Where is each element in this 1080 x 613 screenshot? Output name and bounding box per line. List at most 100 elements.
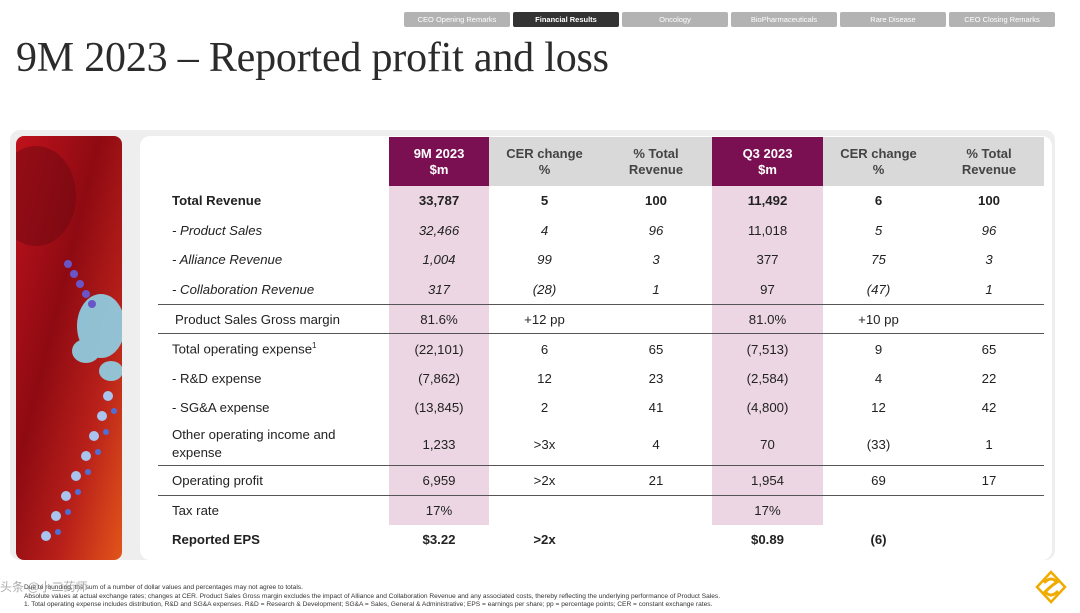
cell-pct-9m: 100: [644, 193, 667, 209]
cell-cer-q3: +10 pp: [823, 303, 934, 334]
table-row: - R&D expense (7,862) 12 23 (2,584) 4 22: [158, 363, 1044, 394]
table-row: - Product Sales 32,466 4 96 11,018 5 96: [158, 215, 1044, 246]
row-label: Tax rate: [158, 494, 389, 525]
header-q3-2023: Q3 2023 $m: [712, 137, 823, 186]
header-cer-change-q3: CER change%: [823, 137, 934, 186]
cell-9m: $3.22: [422, 532, 456, 548]
row-label: - Alliance Revenue: [172, 252, 283, 268]
row-label: Total Revenue: [172, 193, 262, 209]
cell-pct-9m: 65: [600, 333, 712, 364]
table-row: Tax rate 17% 17%: [158, 494, 1044, 525]
cell-9m: 6,959: [389, 465, 489, 496]
cell-q3: 70: [712, 422, 823, 466]
tab-ceo-opening-remarks[interactable]: CEO Opening Remarks: [404, 12, 510, 27]
row-label: - R&D expense: [172, 370, 262, 386]
tab-financial-results[interactable]: Financial Results: [513, 12, 619, 27]
cell-cer-9m: 5: [540, 193, 549, 209]
header-blank: [158, 137, 389, 186]
tab-ceo-closing-remarks[interactable]: CEO Closing Remarks: [949, 12, 1055, 27]
cell-cer-9m: +12 pp: [489, 303, 600, 334]
cell-pct-q3: [934, 494, 1044, 525]
header-cer-change-9m: CER change%: [489, 137, 600, 186]
cell-cer-9m: 99: [537, 252, 552, 268]
cell-cer-9m: >2x: [533, 532, 556, 548]
astrazeneca-logo-icon: [1034, 570, 1068, 609]
cell-cer-9m: [489, 494, 600, 525]
cell-9m: 33,787: [389, 186, 489, 216]
cell-pct-q3: 3: [985, 252, 993, 268]
row-label: Total operating expense1: [158, 333, 389, 364]
cell-pct-q3: 17: [934, 465, 1044, 496]
cell-pct-q3: 1: [985, 281, 993, 297]
cell-cer-q3: 12: [871, 400, 886, 416]
table-row: - Collaboration Revenue 317 (28) 1 97 (4…: [158, 274, 1044, 305]
cell-pct-9m: 96: [648, 222, 664, 238]
footnote-exchange-rates: Absolute values at actual exchange rates…: [24, 592, 721, 600]
header-9m-2023: 9M 2023 $m: [389, 137, 489, 186]
cell-9m: 317: [389, 274, 489, 305]
cell-cer-9m: >3x: [533, 436, 556, 452]
cell-cer-9m: 12: [537, 370, 552, 386]
header-total-revenue-q3: % Total Revenue: [934, 137, 1044, 186]
watermark: 头条 @小二药师: [0, 580, 88, 594]
cell-pct-q3: [934, 303, 1044, 334]
tab-oncology[interactable]: Oncology: [622, 12, 728, 27]
tab-biopharmaceuticals[interactable]: BioPharmaceuticals: [731, 12, 837, 27]
cell-q3: (7,513): [712, 333, 823, 364]
cell-cer-q3: (6): [870, 532, 887, 548]
cell-pct-9m: 21: [600, 465, 712, 496]
cell-cer-q3: (33): [866, 436, 891, 452]
cell-9m: (13,845): [389, 393, 489, 423]
row-label: Other operating income and expense: [172, 427, 336, 460]
footnote-marker: 1: [312, 341, 317, 351]
cell-pct-q3: 1: [985, 436, 993, 452]
cell-9m: 81.6%: [389, 303, 489, 334]
cell-cer-9m: 4: [540, 222, 549, 238]
cell-pct-9m: 1: [652, 281, 660, 297]
tab-rare-disease[interactable]: Rare Disease: [840, 12, 946, 27]
cell-cer-q3: 75: [871, 252, 886, 268]
table-row: - SG&A expense (13,845) 2 41 (4,800) 12 …: [158, 393, 1044, 423]
cell-cer-q3: [823, 494, 934, 525]
table-row: Reported EPS $3.22 >2x $0.89 (6): [158, 525, 1044, 555]
table-header-row: 9M 2023 $m CER change% % Total Revenue Q3 …: [158, 137, 1044, 186]
footnote-rounding: Due to rounding, the sum of a number of …: [24, 584, 303, 591]
cell-pct-q3: [934, 525, 1044, 555]
cell-cer-9m: 6: [489, 333, 600, 364]
cell-q3: 81.0%: [712, 303, 823, 334]
cell-pct-9m: 3: [652, 252, 660, 268]
table-row: Operating profit 6,959 >2x 21 1,954 69 1…: [158, 465, 1044, 496]
cell-pct-q3: 96: [981, 222, 997, 238]
molecule-illustration: [16, 136, 122, 560]
cell-cer-9m: 2: [540, 400, 549, 416]
page-title: 9M 2023 – Reported profit and loss: [16, 35, 609, 81]
cell-cer-q3: 9: [823, 333, 934, 364]
cell-cer-9m: (28): [532, 281, 557, 297]
row-label: - Collaboration Revenue: [172, 281, 315, 297]
cell-cer-9m: >2x: [489, 465, 600, 496]
table-row: Other operating income and expense 1,233…: [158, 422, 1044, 466]
cell-pct-9m: [600, 494, 712, 525]
cell-pct-9m: 41: [648, 400, 664, 416]
table-row: Product Sales Gross margin 81.6% +12 pp …: [158, 303, 1044, 334]
cell-cer-q3: 4: [874, 370, 883, 386]
cell-pct-9m: 23: [648, 370, 664, 386]
footnote-definitions: 1. Total operating expense includes dist…: [24, 601, 713, 608]
cell-9m: 1,004: [389, 245, 489, 275]
cell-pct-q3: 22: [981, 370, 997, 386]
cell-q3: $0.89: [750, 532, 784, 548]
cell-cer-q3: 5: [874, 222, 883, 238]
cell-9m: 32,466: [389, 215, 489, 246]
cell-pct-9m: 4: [652, 436, 660, 452]
cell-q3: 17%: [712, 494, 823, 525]
cell-9m: (7,862): [389, 363, 489, 394]
cell-pct-q3: 65: [934, 333, 1044, 364]
cell-pct-q3: 100: [977, 193, 1000, 209]
profit-loss-table: 9M 2023 $m CER change% % Total Revenue Q3 …: [158, 137, 1044, 555]
cell-pct-9m: [600, 303, 712, 334]
header-total-revenue-9m: % Total Revenue: [600, 137, 712, 186]
cell-9m: 17%: [389, 494, 489, 525]
cell-cer-q3: (47): [866, 281, 891, 297]
cell-q3: 97: [712, 274, 823, 305]
row-label: Operating profit: [158, 465, 389, 496]
